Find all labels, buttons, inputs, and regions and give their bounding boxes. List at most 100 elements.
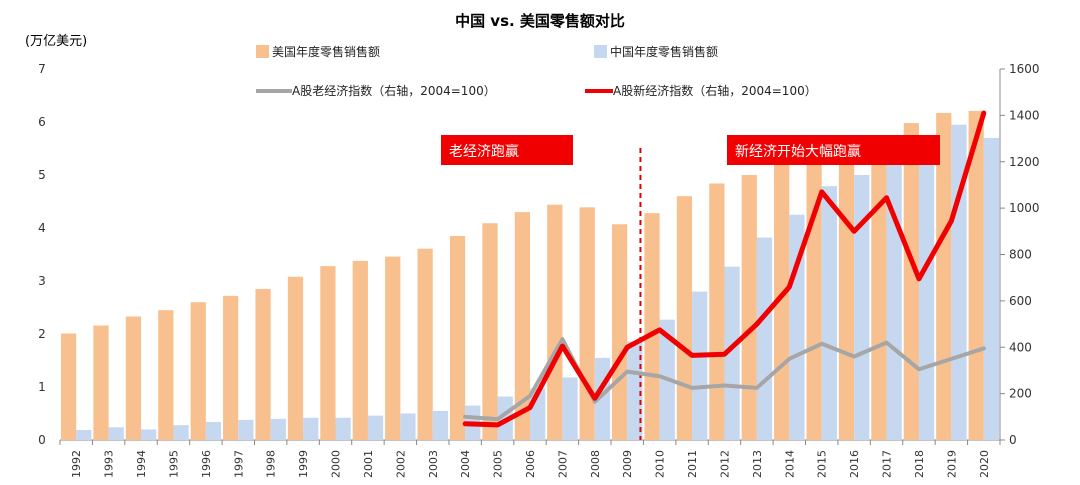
bar-cn-retail: [367, 415, 384, 440]
y-right-tick-label: 800: [1009, 248, 1032, 262]
y-right-tick-label: 0: [1009, 433, 1017, 447]
x-tick-label: 2006: [524, 450, 537, 478]
bar-cn-retail: [918, 137, 935, 440]
bar-cn-retail: [400, 413, 416, 440]
bar-us-retail: [644, 213, 660, 440]
x-tick-label: 2010: [654, 450, 667, 478]
y-left-tick-label: 5: [38, 168, 46, 182]
bar-us-retail: [449, 235, 466, 440]
bar-cn-retail: [983, 137, 1000, 440]
chart-title: 中国 vs. 美国零售额对比: [455, 12, 625, 30]
y-right-tick-label: 200: [1009, 387, 1032, 401]
x-tick-label: 1998: [265, 450, 278, 478]
line-old-economy-index: [463, 337, 986, 422]
bar-cn-retail: [76, 429, 92, 440]
annotation-old-economy-box: [441, 135, 573, 165]
bar-us-retail: [547, 204, 563, 440]
bar-us-retail: [255, 288, 271, 440]
y-left-tick-label: 1: [38, 380, 46, 394]
bar-cn-retail: [335, 417, 351, 440]
bar-cn-retail: [205, 421, 222, 440]
annotation-new-economy: 新经济开始大幅跑赢: [727, 135, 940, 165]
x-tick-label: 2009: [621, 450, 634, 478]
x-tick-label: 2011: [686, 450, 699, 478]
bar-us-retail: [612, 224, 628, 440]
bar-cn-retail: [432, 410, 448, 440]
bar-us-retail: [190, 302, 206, 440]
y-right-tick-label: 1200: [1009, 155, 1040, 169]
y-left-tick-label: 7: [38, 62, 46, 76]
bar-us-retail: [968, 110, 984, 441]
x-tick-label: 1997: [232, 450, 245, 478]
bar-us-retail: [93, 325, 109, 440]
bar-cn-retail: [756, 237, 773, 440]
legend: 美国年度零售销售额 中国年度零售销售额 A股老经济指数（右轴，2004=100）…: [256, 44, 817, 98]
x-tick-label: 2008: [589, 450, 602, 478]
bar-us-retail: [417, 248, 433, 440]
axes: 0 1 2 3 4 5 6 7 0 200 400 600 800 1000 1200 1400 1600 199…: [38, 62, 1039, 478]
bar-us-retail: [676, 196, 693, 440]
bar-us-retail: [385, 256, 401, 440]
bar-cn-retail: [238, 419, 254, 440]
bar-cn-retail: [303, 417, 319, 440]
bar-cn-retail: [173, 425, 189, 440]
bar-us-retail: [579, 207, 595, 440]
x-tick-label: 2014: [783, 450, 796, 478]
x-tick-label: 2012: [718, 450, 731, 478]
annotation-new-economy-text: 新经济开始大幅跑赢: [735, 143, 861, 160]
x-tick-label: 2018: [913, 450, 926, 478]
y-right-tick-label: 1600: [1009, 62, 1040, 76]
bar-cn-retail: [108, 427, 124, 440]
bar-cn-retail: [270, 418, 286, 440]
bar-cn-retail: [821, 186, 837, 440]
legend-swatch-us: [256, 45, 269, 58]
x-tick-label: 1995: [167, 450, 180, 478]
bar-us-retail: [709, 183, 725, 441]
x-tick-label: 2003: [427, 450, 440, 478]
annotation-old-economy-text: 老经济跑赢: [449, 143, 519, 160]
bar-us-retail: [287, 276, 304, 440]
x-tick-label: 1994: [135, 450, 148, 478]
x-tick-label: 1993: [103, 450, 116, 478]
annotation-old-economy: 老经济跑赢: [441, 135, 573, 165]
y-left-tick-label: 3: [38, 274, 46, 288]
x-tick-label: 2013: [751, 450, 764, 478]
legend-label-old-economy: A股老经济指数（右轴，2004=100）: [292, 83, 496, 98]
x-tick-label: 2002: [394, 450, 407, 478]
lines-layer: [462, 110, 987, 428]
x-tick-label: 1996: [200, 450, 213, 478]
bar-cn-retail: [692, 291, 708, 440]
x-tick-label: 2016: [848, 450, 861, 478]
y-right-tick-label: 400: [1009, 340, 1032, 354]
bar-us-retail: [125, 316, 142, 440]
x-tick-label: 2015: [816, 450, 829, 478]
y-axis-left-label: (万亿美元): [25, 34, 87, 49]
legend-swatch-cn: [594, 45, 607, 58]
legend-label-cn: 中国年度零售销售额: [610, 44, 718, 59]
x-tick-label: 2004: [459, 450, 472, 478]
bar-us-retail: [838, 153, 855, 441]
legend-label-new-economy: A股新经济指数（右轴，2004=100）: [613, 83, 817, 98]
x-tick-label: 2001: [362, 450, 375, 478]
bar-us-retail: [514, 212, 530, 440]
legend-label-us: 美国年度零售销售额: [272, 44, 380, 59]
y-left-tick-label: 6: [38, 115, 46, 129]
y-right-tick-label: 1000: [1009, 201, 1040, 215]
x-tick-label: 2020: [978, 450, 991, 478]
x-tick-label: 1999: [297, 450, 310, 478]
bar-cn-retail: [627, 341, 643, 440]
x-tick-label: 2000: [330, 450, 343, 478]
bar-us-retail: [871, 142, 887, 440]
bar-us-retail: [482, 223, 498, 440]
bar-us-retail: [158, 310, 174, 440]
bar-us-retail: [320, 266, 336, 440]
y-left-tick-label: 0: [38, 433, 46, 447]
y-right-tick-label: 600: [1009, 294, 1032, 308]
x-tick-label: 1992: [70, 450, 83, 478]
bar-us-retail: [60, 333, 77, 440]
bar-cn-retail: [141, 429, 157, 440]
bar-cn-retail: [562, 377, 578, 440]
bar-us-retail: [741, 175, 757, 440]
bar-us-retail: [903, 123, 919, 440]
